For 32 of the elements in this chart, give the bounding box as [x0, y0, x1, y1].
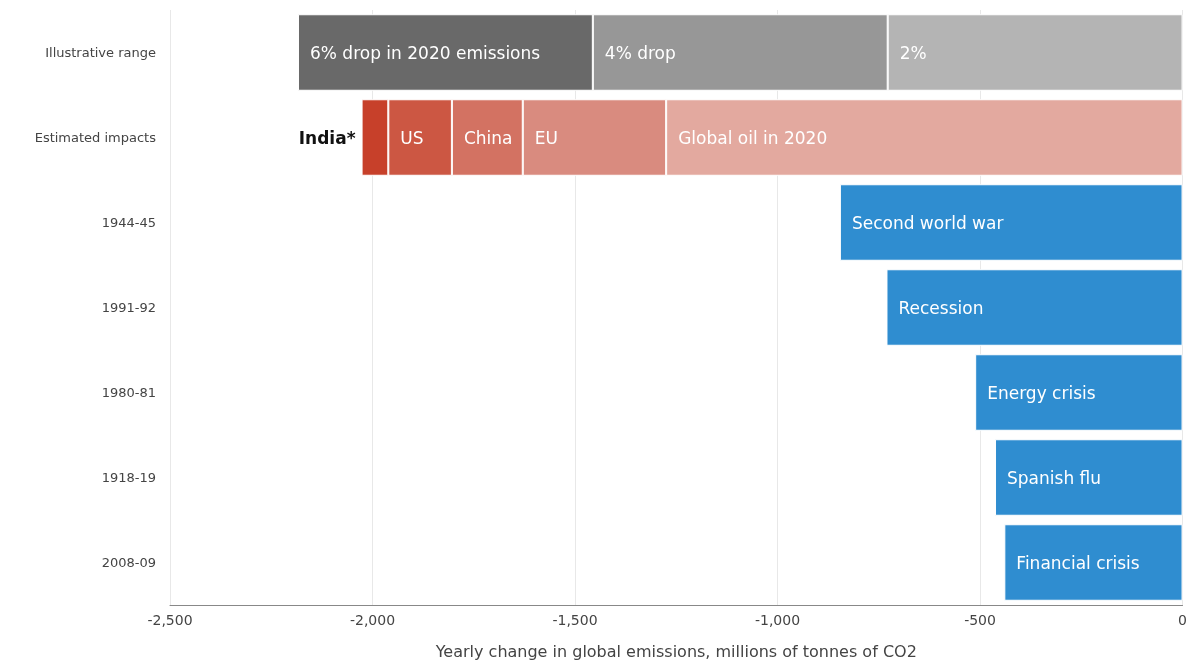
x-tick-label: -1,500 [552, 612, 598, 628]
series-label: 2% [899, 42, 927, 63]
x-tick-label: -2,000 [349, 612, 396, 628]
data-label: Second world war [851, 212, 1004, 233]
series-label: 6% drop in 2020 emissions [309, 42, 541, 63]
x-axis-title: Yearly change in global emissions, millions of tonnes of CO2 [434, 641, 917, 661]
data-label: Spanish flu [1007, 467, 1102, 488]
y-tick-label: 1944-45 [101, 215, 156, 230]
y-tick-label: 1918-19 [101, 470, 156, 485]
bar [839, 184, 1183, 261]
y-tick-label: 1980-81 [101, 385, 156, 400]
series-label: 4% drop [604, 42, 676, 63]
y-tick-label: Illustrative range [45, 45, 156, 60]
data-label: Financial crisis [1016, 552, 1140, 573]
series-label: China [463, 127, 513, 148]
x-tick-label: -1,000 [754, 612, 801, 628]
x-tick-label: -500 [964, 612, 996, 628]
y-tick-label: Estimated impacts [34, 130, 157, 145]
bar [975, 354, 1183, 431]
bar [886, 269, 1183, 346]
series-label: US [400, 127, 424, 148]
data-label: Recession [898, 297, 984, 318]
series-label: Global oil in 2020 [678, 127, 828, 148]
series-label: EU [534, 127, 558, 148]
x-tick-label: -2,500 [147, 612, 193, 628]
y-tick-label: 1991-92 [101, 300, 156, 315]
bar [1004, 524, 1183, 601]
y-tick-label: 2008-09 [101, 555, 156, 570]
series-label: India* [298, 127, 356, 148]
data-label: Energy crisis [987, 382, 1096, 403]
bar [995, 439, 1183, 516]
x-tick-label: 0 [1178, 612, 1188, 628]
